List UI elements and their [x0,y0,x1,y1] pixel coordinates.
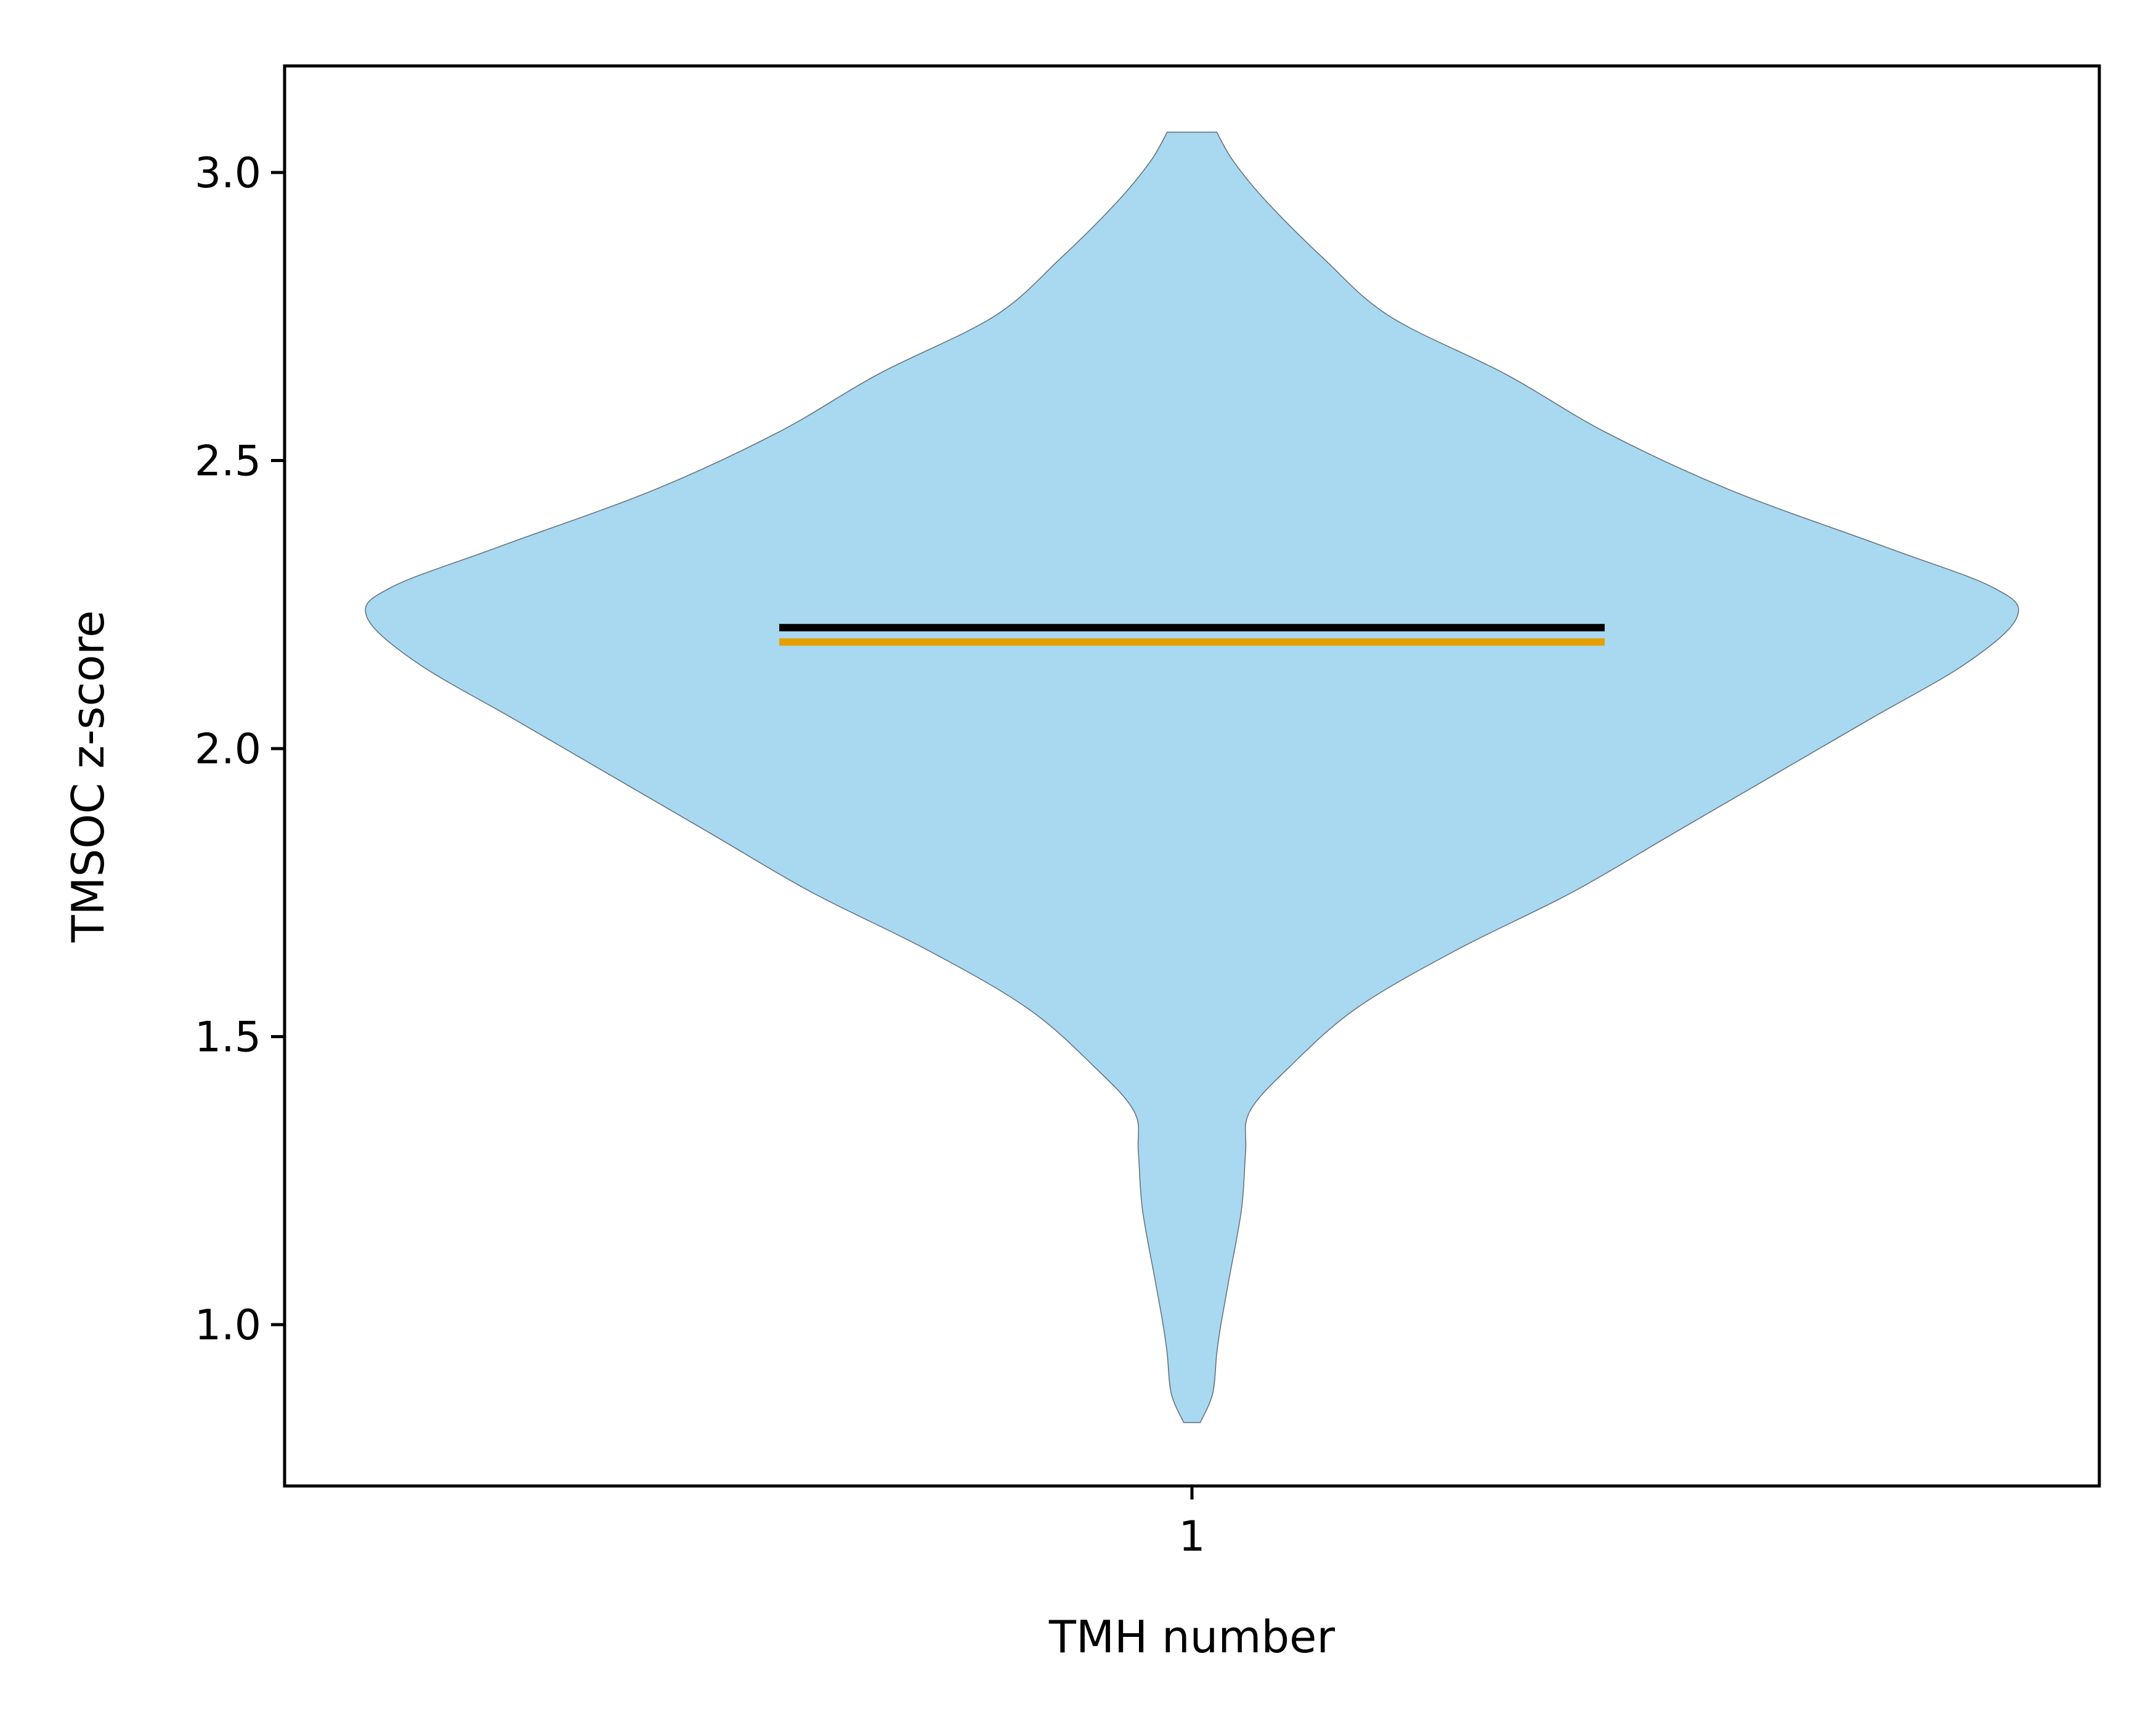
x-axis: 1 [1178,1486,1206,1561]
y-axis: 1.0 1.5 2.0 2.5 3.0 [195,149,285,1350]
x-tick-label: 1 [1178,1512,1205,1561]
y-tick-label: 1.5 [195,1013,261,1062]
y-tick-label: 3.0 [195,149,261,198]
violin-body [365,131,2019,1423]
y-axis-label: TMSOC z-score [62,611,114,943]
y-tick-label: 1.0 [195,1301,261,1350]
plot-area [365,131,2019,1423]
y-tick-label: 2.0 [195,725,261,774]
x-axis-label: TMH number [1048,1611,1335,1663]
y-tick-label: 2.5 [195,437,261,486]
